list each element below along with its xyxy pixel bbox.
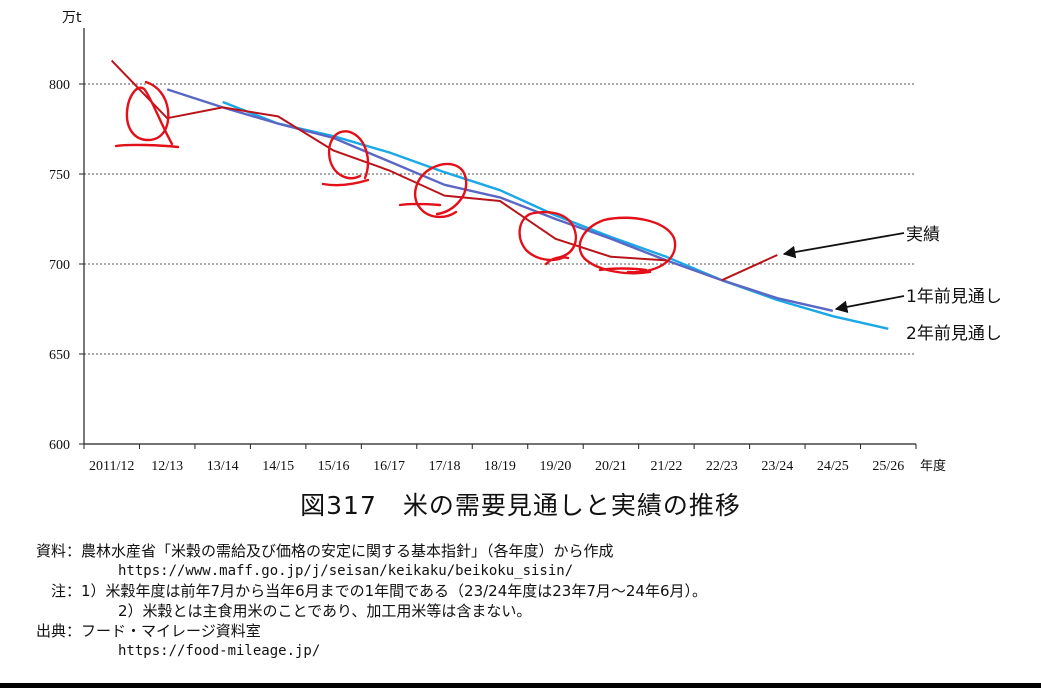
- line-chart: 万t 年度 600 650 700 750 800 2011/12 12/13 13/14 1…: [49, 10, 1002, 474]
- y-tick-label: 700: [49, 258, 70, 273]
- x-tick-label: 15/16: [318, 459, 350, 474]
- hand-circle-20-22: [578, 216, 677, 275]
- x-tick-label: 12/13: [151, 459, 183, 474]
- hand-circle-12-13: [114, 80, 180, 149]
- hand-circle-15-16: [321, 130, 370, 187]
- grid-layer: [84, 83, 916, 355]
- axis-layer: 万t 年度: [62, 10, 946, 474]
- x-tick-label: 17/18: [429, 459, 461, 474]
- bottom-border: [0, 683, 1041, 688]
- x-axis-label: 年度: [920, 458, 946, 474]
- hand-circle-19-20: [518, 210, 577, 266]
- y-tick-label: 800: [49, 78, 70, 93]
- series-line-actual-1: [721, 254, 778, 282]
- note-1: 注：1）米穀年度は前年7月から当年6月までの1年間である（23/24年度は23年…: [36, 582, 708, 600]
- note-2: 2）米穀とは主食用米のことであり、加工用米等は含まない。: [118, 602, 532, 620]
- x-tick-label: 24/25: [817, 459, 849, 474]
- y-tick-label: 650: [49, 348, 70, 363]
- x-tick-label: 20/21: [595, 459, 627, 474]
- y-tick-label: 600: [49, 438, 70, 453]
- credit-line: 出典：フード・マイレージ資料室: [36, 622, 261, 640]
- x-tick-label: 25/26: [872, 459, 904, 474]
- series-layer: [110, 59, 889, 330]
- y-tick-label: 750: [49, 168, 70, 183]
- x-tick-label: 13/14: [207, 459, 239, 474]
- hand-circle-17-18: [398, 162, 468, 219]
- source-line: 資料：農林水産省「米穀の需給及び価格の安定に関する基本指針」（各年度）から作成: [36, 542, 614, 560]
- x-tick-label: 22/23: [706, 459, 738, 474]
- x-tick-labels: 2011/12 12/13 13/14 14/15 15/16 16/17 17/18 18/…: [83, 444, 917, 474]
- figure-title: 図317 米の需要見通しと実績の推移: [300, 491, 741, 520]
- legend-label-forecast-2yr: 2年前見通し: [906, 324, 1002, 344]
- legend-callouts: 実績 1年前見通し 2年前見通し: [782, 225, 1002, 344]
- legend-label-actual: 実績: [906, 225, 940, 245]
- source-url: https://www.maff.go.jp/j/seisan/keikaku/…: [118, 563, 574, 579]
- y-axis-unit: 万t: [62, 10, 82, 26]
- x-tick-label: 23/24: [761, 459, 793, 474]
- x-tick-label: 18/19: [484, 459, 516, 474]
- credit-url: https://food-mileage.jp/: [118, 643, 321, 659]
- callout-arrow-actual: [782, 232, 905, 259]
- x-tick-label: 19/20: [540, 459, 572, 474]
- x-tick-label: 16/17: [373, 459, 405, 474]
- legend-label-forecast-1yr: 1年前見通し: [906, 287, 1002, 307]
- hand-drawn-annotations: [114, 80, 677, 275]
- callout-arrow-forecast-1yr: [834, 295, 905, 314]
- y-tick-labels: 600 650 700 750 800: [49, 78, 84, 453]
- x-tick-label: 21/22: [650, 459, 682, 474]
- x-tick-label: 2011/12: [89, 459, 134, 474]
- figure-notes: 資料：農林水産省「米穀の需給及び価格の安定に関する基本指針」（各年度）から作成 …: [36, 541, 707, 661]
- x-tick-label: 14/15: [262, 459, 294, 474]
